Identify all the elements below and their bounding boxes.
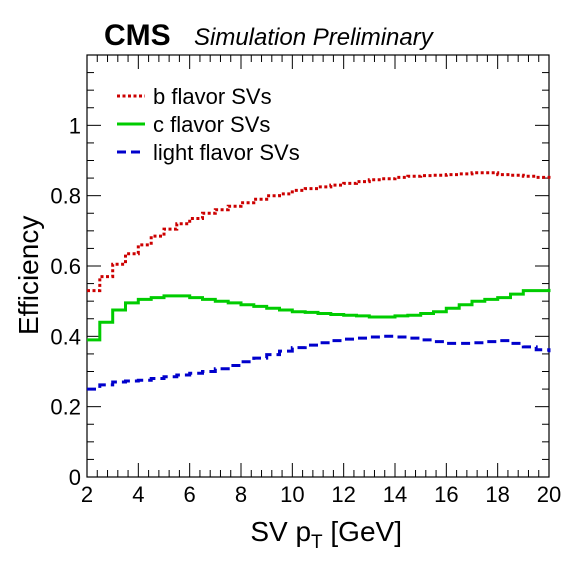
- y-tick-label: 0.4: [50, 324, 81, 349]
- x-axis-title-subscript: T: [311, 532, 323, 553]
- x-tick-label: 8: [235, 482, 247, 507]
- x-axis-title: SV pT [GeV]: [250, 516, 402, 553]
- y-tick-label: 0.8: [50, 184, 81, 209]
- y-axis-ticks: [87, 72, 549, 478]
- y-tick-label: 1: [69, 113, 81, 138]
- y-tick-label: 0.2: [50, 395, 81, 420]
- series-layer: [87, 171, 551, 391]
- x-tick-label: 10: [280, 482, 304, 507]
- x-tick-label: 6: [184, 482, 196, 507]
- x-axis-title-unit: [GeV]: [323, 516, 402, 547]
- x-tick-label: 14: [383, 482, 407, 507]
- series-line-3: [87, 334, 551, 391]
- y-tick-label: 0: [69, 465, 81, 490]
- simulation-preliminary-label: Simulation Preliminary: [194, 24, 435, 51]
- y-tick-label: 0.6: [50, 254, 81, 279]
- legend-label: b flavor SVs: [153, 84, 272, 109]
- legend-label: c flavor SVs: [153, 112, 270, 137]
- legend-label: light flavor SVs: [153, 140, 300, 165]
- x-tick-label: 20: [537, 482, 561, 507]
- x-tick-label: 4: [132, 482, 144, 507]
- series-line-1: [87, 171, 551, 293]
- x-tick-label: 12: [331, 482, 355, 507]
- x-tick-label: 18: [485, 482, 509, 507]
- series-line-2: [87, 288, 551, 342]
- cms-label: CMS: [104, 19, 171, 52]
- y-axis-tick-labels: 0 0.2 0.4 0.6 0.8 1: [50, 113, 81, 490]
- x-tick-label: 16: [434, 482, 458, 507]
- y-axis-title: Efficiency: [13, 216, 44, 335]
- x-axis-tick-labels: 2 4 6 8 10 12 14 16 18 20: [81, 482, 561, 507]
- legend: b flavor SVs c flavor SVs light flavor SVs: [117, 84, 300, 165]
- x-axis-title-main: SV p: [250, 516, 311, 547]
- x-axis-ticks: [86, 55, 550, 477]
- x-tick-label: 2: [81, 482, 93, 507]
